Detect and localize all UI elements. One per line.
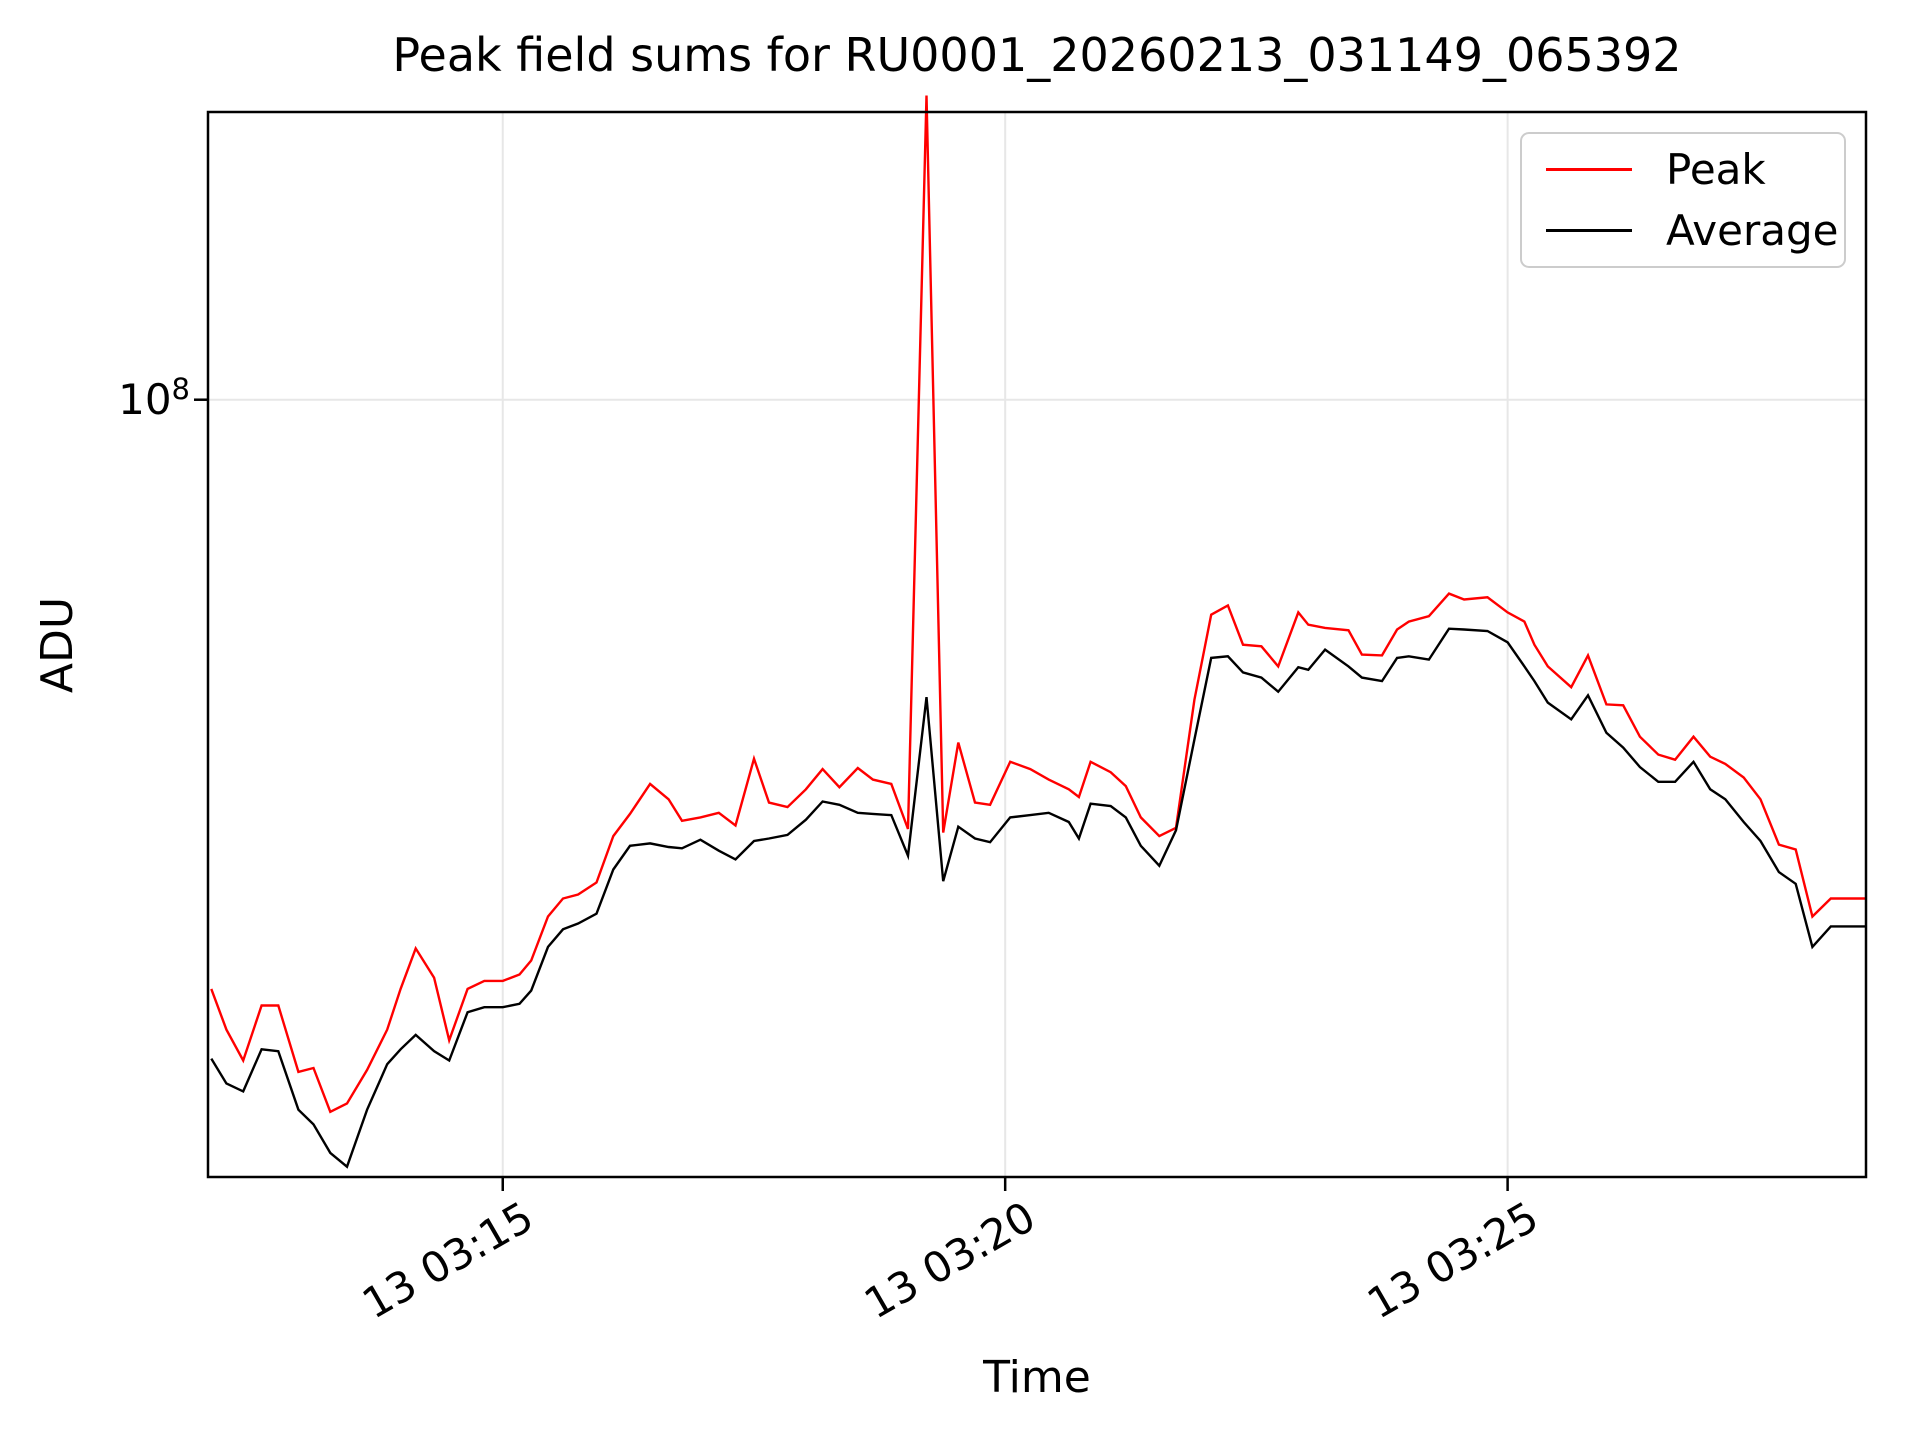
legend-label-peak: Peak <box>1666 145 1766 195</box>
y-tick-exponent: 8 <box>171 371 190 406</box>
y-axis-label: ADU <box>32 596 83 694</box>
peak-line <box>210 95 1866 1114</box>
y-tick-label: 108 <box>118 369 190 431</box>
peak-line-icon <box>1546 168 1632 172</box>
average-line <box>210 627 1866 1169</box>
chart-title: Peak field sums for RU0001_20260213_0311… <box>392 28 1682 82</box>
axes-spines <box>206 110 1868 1179</box>
legend-entry-average: Average <box>1546 206 1838 255</box>
legend: Peak Average <box>1520 132 1846 268</box>
y-tick-base: 10 <box>118 374 172 424</box>
x-axis-label: Time <box>983 1352 1091 1403</box>
legend-label-average: Average <box>1666 205 1839 255</box>
legend-entry-peak: Peak <box>1546 145 1820 194</box>
average-line-icon <box>1546 228 1632 232</box>
